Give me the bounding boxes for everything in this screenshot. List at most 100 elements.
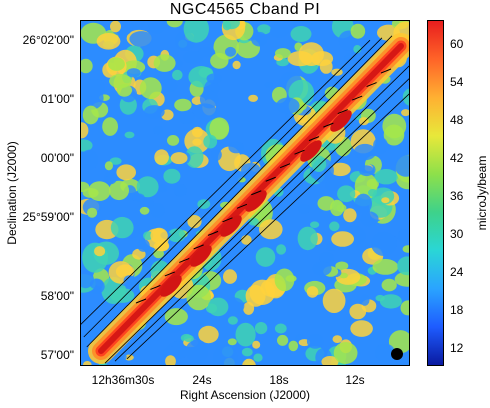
noise-blob — [232, 60, 241, 70]
polarization-vector — [279, 163, 291, 169]
noise-blob — [343, 208, 357, 223]
noise-blob — [330, 199, 344, 217]
noise-blob — [136, 176, 159, 198]
noise-blob — [124, 354, 134, 361]
noise-blob — [110, 216, 134, 239]
noise-blob — [96, 33, 121, 50]
noise-blob — [274, 323, 287, 334]
polarization-vector — [207, 230, 219, 236]
polarization-vector — [380, 68, 392, 74]
noise-blob — [358, 117, 369, 126]
noise-blob — [82, 242, 109, 273]
dec-tick-label: 01'00" — [40, 92, 74, 106]
dec-tick-label: 00'00" — [40, 151, 74, 165]
colorbar-tick-label: 24 — [450, 265, 464, 279]
noise-blob — [227, 316, 238, 325]
noise-blob — [330, 162, 351, 177]
emission-peak — [300, 140, 322, 162]
noise-blob — [154, 149, 169, 165]
colorbar-tick-label: 48 — [450, 113, 464, 127]
noise-blob — [209, 117, 230, 140]
noise-blob — [292, 21, 302, 27]
noise-blob — [397, 256, 409, 276]
polarization-vector — [294, 149, 305, 155]
colorbar-tick-label: 60 — [450, 37, 464, 51]
noise-blob — [298, 204, 311, 215]
noise-blob — [350, 23, 366, 39]
noise-blob — [104, 161, 113, 171]
polarization-vector — [265, 176, 276, 182]
noise-blob — [276, 244, 287, 255]
noise-blob — [372, 259, 399, 275]
noise-blob — [275, 48, 291, 59]
emission-peak — [330, 110, 352, 132]
noise-blob — [170, 152, 188, 165]
noise-blob — [329, 221, 340, 232]
noise-blob — [222, 21, 240, 30]
noise-blob — [83, 361, 92, 365]
noise-blob — [254, 322, 268, 335]
contour-line — [83, 37, 383, 338]
noise-blob — [322, 288, 346, 313]
noise-blob — [276, 97, 300, 114]
noise-blob — [126, 68, 141, 78]
noise-blob — [288, 340, 299, 352]
ra-tick-label: 18s — [269, 373, 289, 387]
noise-blob — [335, 261, 349, 271]
plot-title: NGC4565 Cband PI — [169, 1, 321, 18]
noise-blob — [222, 297, 245, 315]
noise-blob — [251, 31, 268, 47]
colorbar-tick-label: 54 — [450, 75, 464, 89]
noise-blob — [158, 79, 178, 93]
colorbar-label: microJy/beam — [475, 155, 489, 231]
noise-blob — [94, 246, 106, 257]
noise-blob — [401, 109, 409, 117]
noise-blob — [150, 227, 168, 244]
noise-blob — [183, 334, 194, 343]
noise-blob — [379, 294, 402, 309]
noise-blob — [150, 202, 165, 218]
noise-blob — [371, 231, 397, 256]
noise-blob — [319, 251, 335, 264]
emission-peak — [245, 190, 267, 212]
noise-blob — [129, 31, 154, 47]
noise-blob — [297, 226, 318, 251]
noise-blob — [326, 242, 337, 252]
noise-blob — [81, 149, 99, 170]
x-axis-label: Right Ascension (J2000) — [179, 388, 311, 402]
noise-blob — [333, 342, 358, 364]
polarization-vector — [222, 217, 233, 223]
noise-blob — [235, 322, 256, 347]
noise-blob — [206, 73, 223, 84]
noise-blob — [397, 229, 409, 244]
noise-blob — [137, 239, 150, 252]
colorbar-tick-label: 18 — [450, 303, 464, 317]
noise-blob — [337, 185, 356, 203]
noise-blob — [381, 197, 390, 204]
noise-blob — [110, 21, 121, 33]
noise-blob — [308, 21, 321, 31]
noise-blob — [394, 155, 409, 177]
noise-blob — [245, 285, 266, 307]
ra-tick-label: 12s — [345, 373, 365, 387]
noise-blob — [179, 110, 195, 125]
noise-blob — [81, 139, 93, 152]
noise-blob — [173, 183, 187, 197]
noise-blob — [381, 278, 397, 292]
noise-blob — [81, 58, 93, 74]
noise-blob — [359, 165, 375, 177]
noise-blob — [290, 26, 312, 42]
noise-blob — [88, 181, 111, 202]
noise-blob — [109, 73, 132, 89]
noise-blob — [353, 143, 377, 161]
noise-blob — [350, 320, 373, 337]
colorbar-tick-label: 30 — [450, 227, 464, 241]
noise-blob — [185, 339, 209, 363]
noise-blob — [228, 141, 244, 154]
noise-blob — [183, 50, 204, 64]
colorbar-tick-label: 42 — [450, 151, 464, 165]
y-axis-label: Declination (J2000) — [5, 141, 19, 245]
noise-blob — [166, 220, 175, 231]
polarization-vector — [236, 203, 248, 209]
noise-blob — [87, 207, 98, 218]
